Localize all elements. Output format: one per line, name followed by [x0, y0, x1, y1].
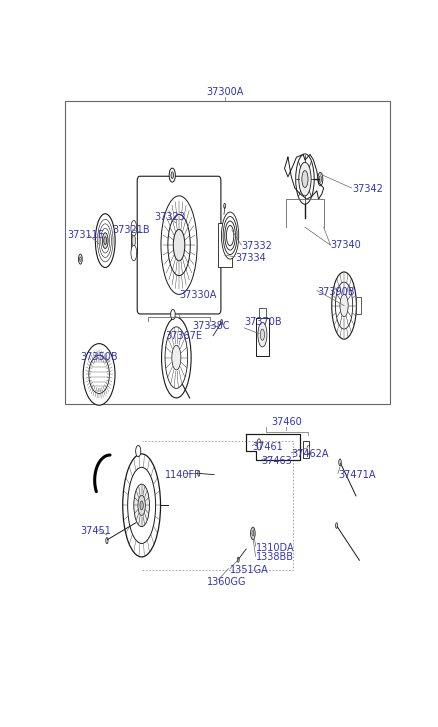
- Text: 1360GG: 1360GG: [207, 577, 246, 587]
- Text: 37323: 37323: [154, 212, 185, 222]
- Ellipse shape: [138, 495, 145, 515]
- Bar: [65, 101, 389, 403]
- Text: 37451: 37451: [80, 526, 111, 536]
- Bar: [355, 297, 360, 314]
- Ellipse shape: [223, 204, 225, 209]
- Text: 37330A: 37330A: [179, 290, 216, 300]
- Ellipse shape: [171, 172, 173, 179]
- Text: 37370B: 37370B: [244, 318, 282, 327]
- Ellipse shape: [257, 322, 266, 347]
- Ellipse shape: [220, 320, 222, 325]
- Ellipse shape: [106, 537, 108, 544]
- Ellipse shape: [123, 454, 160, 557]
- Text: 37300A: 37300A: [206, 87, 243, 97]
- Ellipse shape: [132, 236, 135, 246]
- Ellipse shape: [79, 257, 81, 261]
- Ellipse shape: [306, 446, 309, 454]
- Ellipse shape: [331, 272, 356, 340]
- Ellipse shape: [256, 439, 261, 450]
- Ellipse shape: [171, 345, 180, 370]
- Ellipse shape: [88, 356, 109, 393]
- Text: 37332: 37332: [241, 241, 272, 252]
- Ellipse shape: [173, 229, 184, 261]
- Ellipse shape: [161, 317, 191, 398]
- Ellipse shape: [165, 327, 187, 388]
- Ellipse shape: [226, 225, 233, 246]
- Text: 37460: 37460: [270, 417, 301, 427]
- Ellipse shape: [161, 196, 197, 294]
- Ellipse shape: [103, 237, 106, 244]
- FancyBboxPatch shape: [137, 176, 220, 314]
- Ellipse shape: [135, 446, 141, 457]
- Ellipse shape: [95, 214, 115, 268]
- Text: 1351GA: 1351GA: [230, 565, 268, 575]
- Ellipse shape: [335, 523, 337, 529]
- Bar: [258, 308, 265, 318]
- Ellipse shape: [339, 294, 347, 317]
- Ellipse shape: [221, 212, 238, 259]
- Text: 37340: 37340: [330, 240, 360, 250]
- Ellipse shape: [301, 171, 307, 188]
- Ellipse shape: [338, 459, 340, 466]
- Text: 37321B: 37321B: [112, 225, 149, 235]
- Text: 37338C: 37338C: [192, 321, 230, 332]
- Text: 37367E: 37367E: [165, 332, 202, 342]
- Polygon shape: [246, 434, 299, 459]
- Text: 37462A: 37462A: [291, 449, 328, 459]
- Ellipse shape: [169, 168, 175, 182]
- Text: 37461: 37461: [251, 441, 283, 451]
- Ellipse shape: [223, 217, 237, 254]
- Ellipse shape: [317, 172, 322, 186]
- Ellipse shape: [335, 282, 352, 329]
- Text: 1338BB: 1338BB: [255, 553, 293, 563]
- Ellipse shape: [224, 221, 235, 250]
- Ellipse shape: [251, 531, 253, 537]
- Ellipse shape: [83, 344, 115, 405]
- Ellipse shape: [260, 329, 264, 340]
- Text: 37471A: 37471A: [337, 470, 374, 480]
- Ellipse shape: [197, 470, 199, 476]
- Text: 37342: 37342: [352, 184, 382, 194]
- Ellipse shape: [167, 214, 190, 276]
- Bar: [256, 318, 268, 356]
- Ellipse shape: [78, 254, 82, 264]
- Ellipse shape: [170, 310, 175, 320]
- Ellipse shape: [131, 245, 136, 261]
- Ellipse shape: [131, 220, 136, 236]
- Ellipse shape: [298, 162, 311, 196]
- Ellipse shape: [250, 527, 254, 539]
- Ellipse shape: [318, 176, 321, 182]
- Ellipse shape: [127, 467, 155, 544]
- Ellipse shape: [102, 233, 108, 249]
- Text: 37311E: 37311E: [67, 230, 104, 240]
- Bar: [218, 222, 231, 268]
- Text: 37463: 37463: [261, 456, 292, 465]
- Text: 37390B: 37390B: [316, 286, 353, 297]
- Bar: [303, 441, 309, 458]
- Text: 1310DA: 1310DA: [255, 543, 293, 553]
- Text: 1140FF: 1140FF: [165, 470, 201, 480]
- Bar: [131, 228, 136, 253]
- Ellipse shape: [134, 484, 149, 526]
- Text: 37350B: 37350B: [80, 352, 118, 362]
- Text: 37334: 37334: [235, 253, 265, 263]
- Ellipse shape: [140, 501, 143, 510]
- Ellipse shape: [237, 557, 239, 562]
- Ellipse shape: [295, 154, 314, 204]
